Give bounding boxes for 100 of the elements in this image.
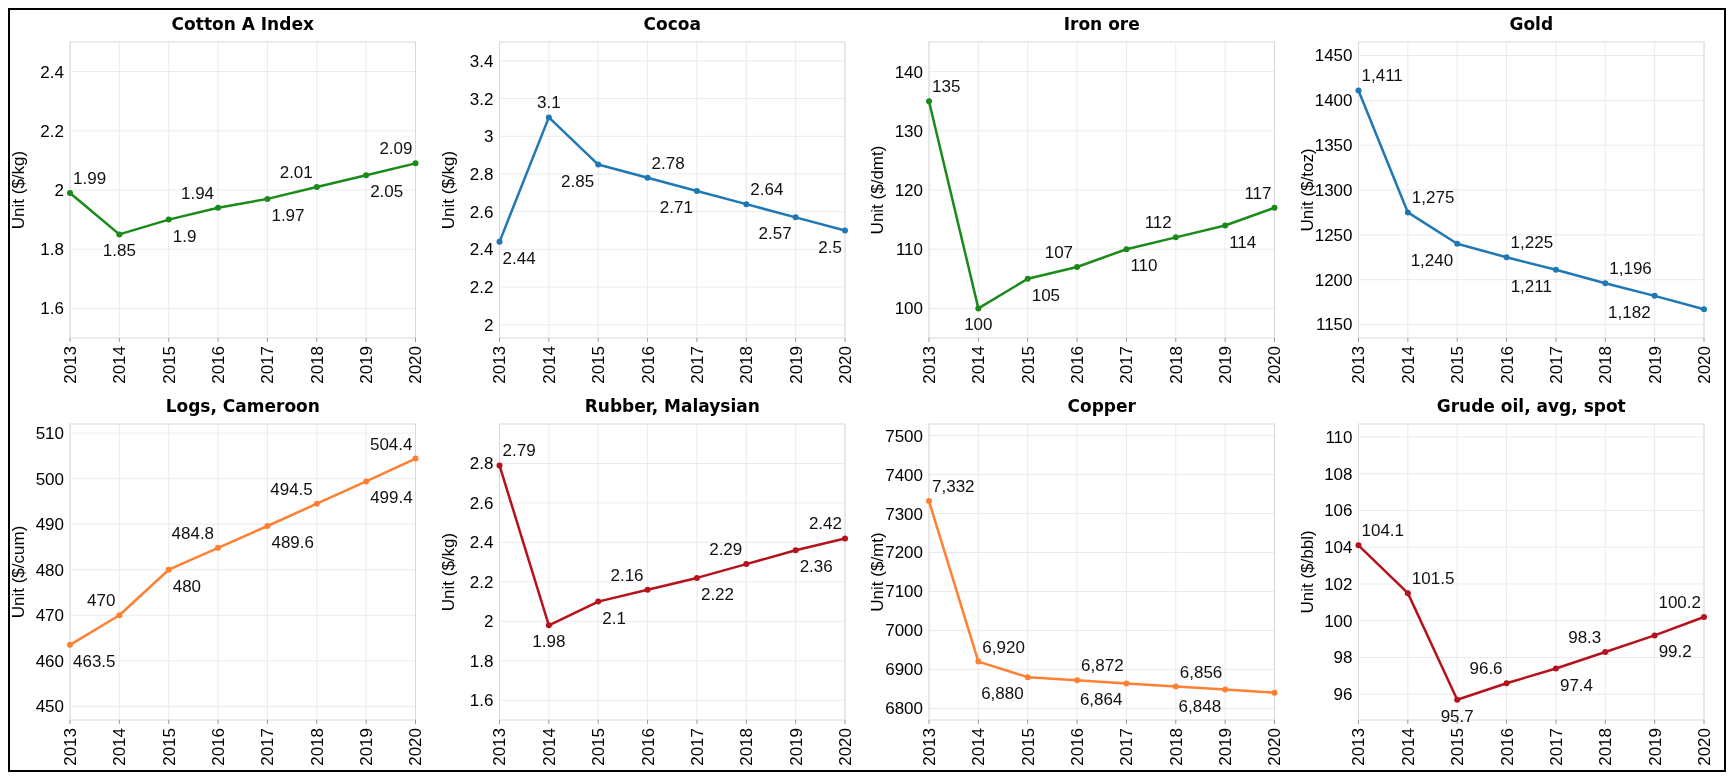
x-tick-label: 2020 — [835, 728, 855, 766]
x-tick-label: 2015 — [159, 728, 179, 766]
data-label: 1,211 — [1510, 276, 1552, 296]
y-tick-label: 110 — [1325, 427, 1353, 447]
chart-title: Gold — [1509, 14, 1554, 34]
data-label: 105 — [1031, 285, 1061, 305]
x-tick-label: 2016 — [638, 728, 658, 766]
y-tick-label: 2.8 — [469, 454, 494, 474]
data-label: 463.5 — [73, 651, 116, 671]
y-tick-label: 3.2 — [469, 89, 494, 109]
data-label: 100 — [964, 315, 993, 335]
data-label: 110 — [1130, 256, 1158, 276]
y-tick-label: 2.8 — [469, 164, 494, 184]
x-tick-label: 2013 — [60, 346, 80, 384]
data-label: 2.79 — [502, 441, 536, 461]
data-label: 101.5 — [1411, 569, 1455, 589]
x-tick-label: 2020 — [1694, 346, 1714, 384]
y-tick-label: 480 — [35, 560, 64, 580]
point — [743, 201, 750, 208]
point — [545, 622, 552, 629]
data-label: 100.2 — [1658, 593, 1701, 613]
point — [1503, 254, 1510, 261]
data-label: 1.94 — [180, 183, 215, 203]
point — [743, 561, 750, 568]
x-tick-label: 2015 — [1018, 346, 1038, 384]
point — [165, 566, 172, 573]
x-tick-label: 2020 — [835, 346, 855, 384]
data-label: 1.9 — [172, 226, 197, 246]
y-tick-label: 96 — [1333, 685, 1353, 705]
y-tick-label: 104 — [1324, 538, 1353, 558]
y-tick-label: 130 — [894, 121, 923, 141]
point — [215, 544, 222, 551]
x-tick-label: 2014 — [110, 346, 130, 384]
data-label: 6,864 — [1079, 690, 1123, 710]
x-tick-label: 2016 — [209, 346, 229, 384]
point — [165, 216, 172, 223]
data-label: 6,856 — [1179, 662, 1223, 682]
point — [842, 535, 848, 542]
point — [644, 586, 651, 593]
y-tick-label: 510 — [35, 424, 64, 444]
y-tick-label: 490 — [35, 515, 64, 535]
point — [313, 500, 320, 507]
data-label: 6,880 — [981, 684, 1024, 704]
x-tick-label: 2019 — [786, 728, 806, 766]
y-tick-label: 102 — [1324, 574, 1353, 594]
x-tick-label: 2015 — [1448, 346, 1468, 384]
y-axis-title: Unit ($/dmt) — [868, 145, 887, 235]
x-tick-label: 2017 — [1546, 728, 1566, 766]
x-tick-label: 2015 — [159, 346, 179, 384]
y-tick-label: 100 — [894, 299, 923, 319]
chart-title: Logs, Cameroon — [165, 396, 320, 416]
x-tick-label: 2018 — [1596, 346, 1616, 384]
y-tick-label: 2.6 — [469, 493, 494, 513]
point — [644, 174, 651, 181]
x-tick-label: 2020 — [406, 728, 426, 766]
y-tick-label: 2.2 — [469, 278, 494, 298]
point — [1602, 648, 1609, 655]
data-label: 1,411 — [1361, 66, 1403, 86]
point — [1404, 209, 1411, 216]
data-label: 96.6 — [1469, 659, 1503, 679]
data-label: 135 — [932, 77, 961, 97]
point — [1701, 306, 1707, 313]
x-tick-label: 2013 — [60, 728, 80, 766]
data-label: 1,240 — [1410, 250, 1454, 270]
data-label: 1.99 — [73, 168, 107, 188]
data-label: 6,872 — [1081, 656, 1124, 676]
y-tick-label: 7500 — [885, 426, 923, 446]
data-label: 2.05 — [370, 182, 404, 202]
data-label: 470 — [86, 591, 116, 611]
x-tick-label: 2013 — [919, 728, 939, 766]
x-tick-label: 2013 — [490, 346, 510, 384]
x-tick-label: 2014 — [539, 728, 559, 766]
x-tick-label: 2013 — [490, 728, 510, 766]
data-label: 2.71 — [659, 197, 693, 217]
point — [975, 658, 982, 665]
chart-title: Iron ore — [1063, 14, 1140, 34]
data-label: 499.4 — [370, 488, 413, 508]
data-label: 112 — [1144, 213, 1172, 233]
data-label: 98.3 — [1568, 627, 1602, 647]
y-tick-label: 2 — [484, 612, 494, 632]
data-label: 2.5 — [818, 237, 842, 257]
point — [1355, 542, 1362, 549]
y-axis-title: Unit ($/kg) — [9, 150, 28, 230]
chart-title: Cocoa — [643, 14, 701, 34]
point — [1701, 614, 1707, 621]
x-tick-label: 2015 — [589, 346, 609, 384]
y-axis-title: Unit ($/bbl) — [1297, 530, 1317, 614]
x-tick-label: 2014 — [539, 346, 559, 384]
point — [926, 498, 932, 505]
data-label: 1,275 — [1411, 188, 1455, 208]
x-tick-label: 2014 — [1398, 346, 1418, 384]
y-tick-label: 2.2 — [469, 572, 494, 592]
data-label: 95.7 — [1440, 706, 1474, 726]
x-tick-label: 2017 — [258, 346, 278, 384]
y-tick-label: 500 — [35, 469, 64, 489]
data-label: 107 — [1044, 242, 1074, 262]
x-tick-label: 2018 — [737, 728, 757, 766]
data-label: 2.78 — [651, 153, 685, 173]
point — [1222, 222, 1229, 229]
data-label: 97.4 — [1559, 675, 1594, 695]
